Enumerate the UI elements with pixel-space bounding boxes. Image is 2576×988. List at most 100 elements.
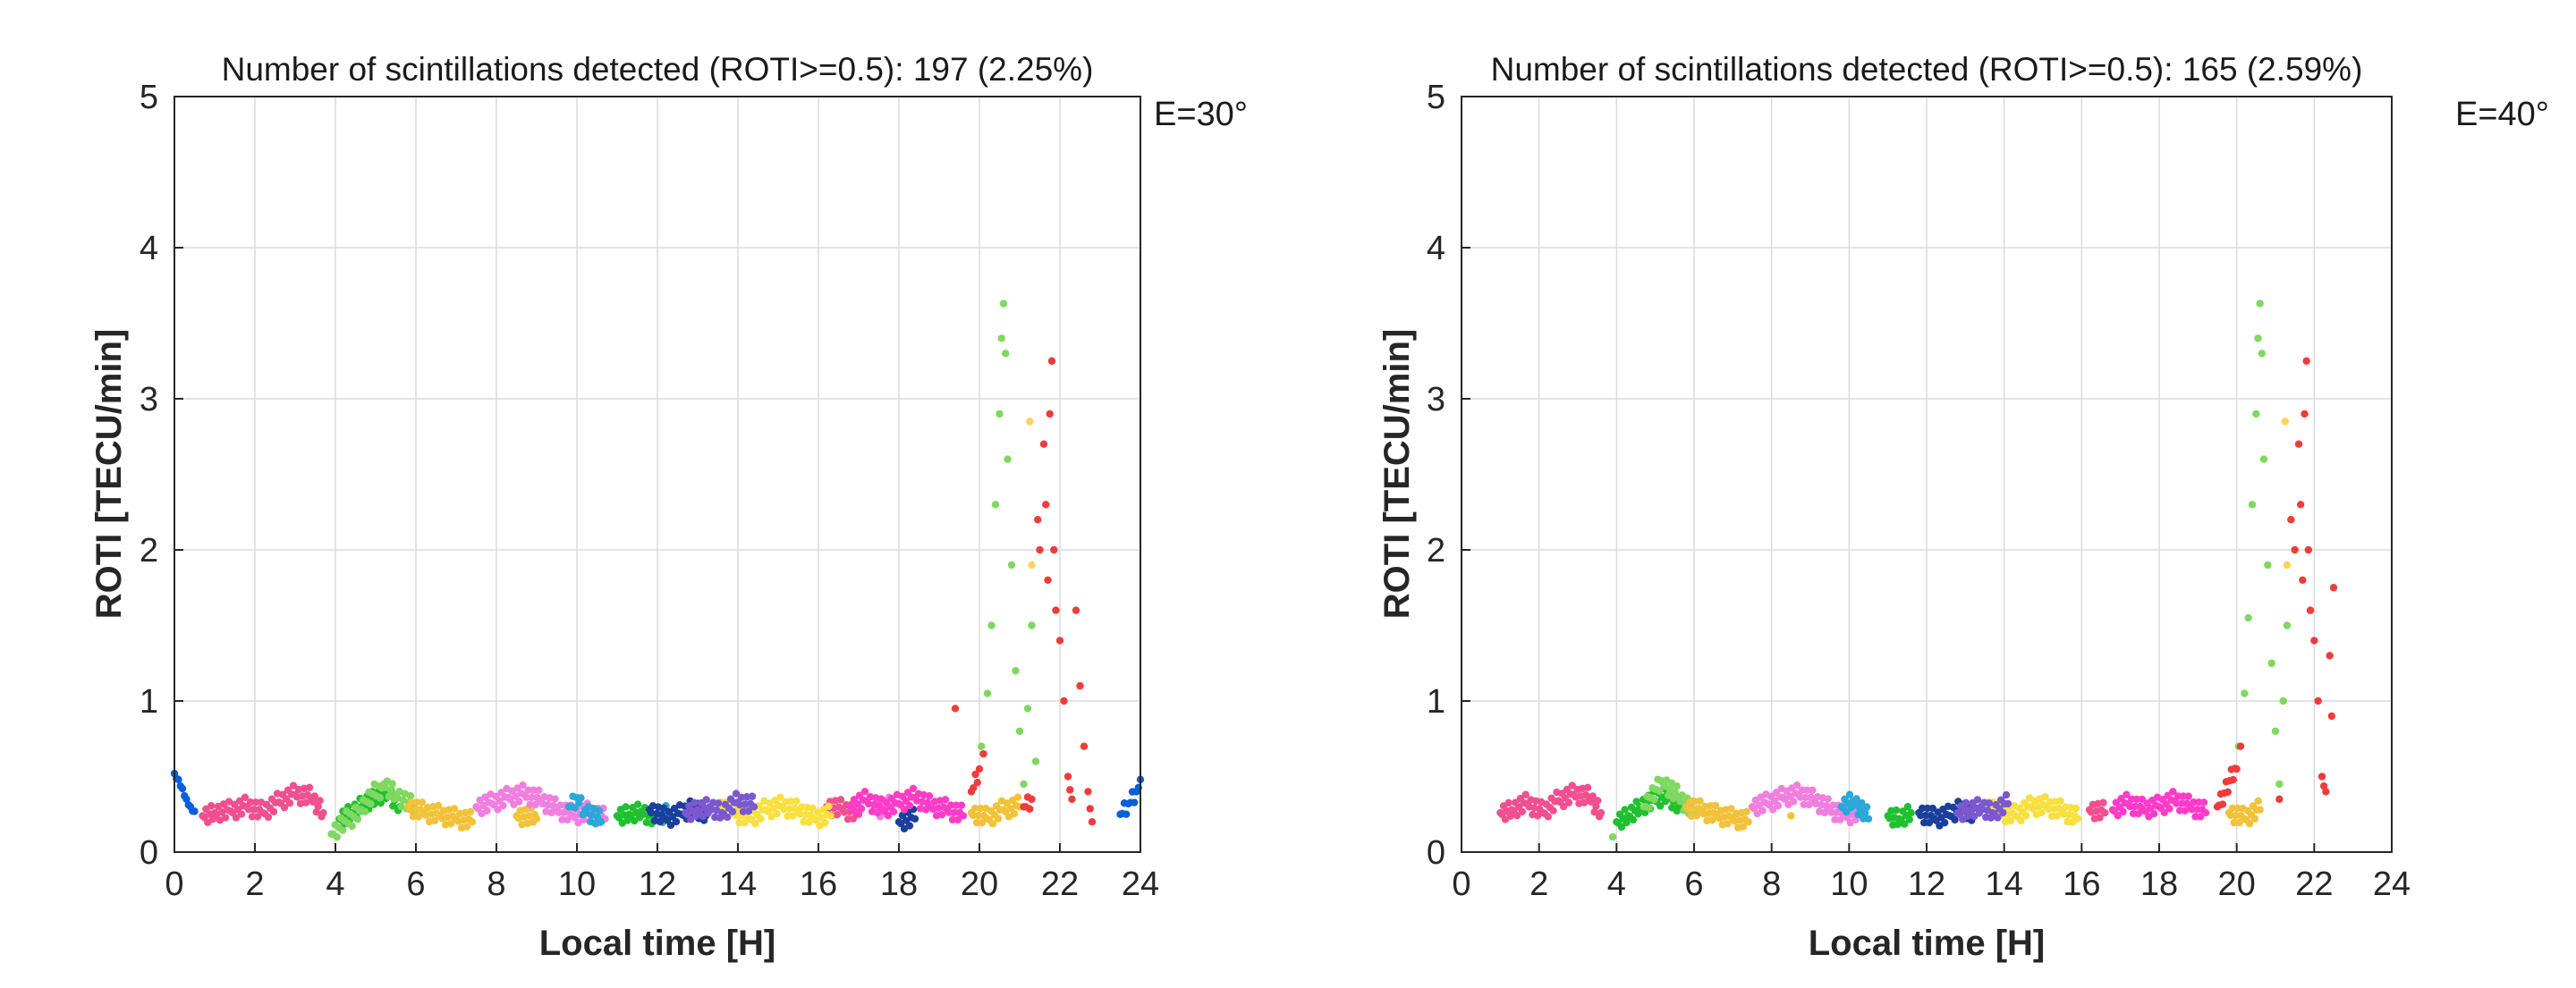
data-point [737, 793, 746, 801]
data-point [1634, 810, 1642, 818]
data-point [825, 802, 833, 811]
y-tick-label: 4 [140, 230, 158, 267]
data-point [522, 793, 530, 801]
chart-title: Number of scintillations detected (ROTI>… [1491, 51, 2363, 88]
x-tick-label: 24 [2373, 866, 2411, 903]
data-point [1673, 782, 1681, 790]
data-point [1597, 808, 1606, 817]
data-point [1862, 803, 1871, 811]
data-point [251, 798, 260, 806]
data-point [978, 818, 987, 827]
data-point [406, 791, 415, 800]
data-point [1809, 786, 1817, 795]
data-point [1060, 697, 1068, 705]
data-point [524, 786, 532, 794]
data-point [2294, 440, 2303, 448]
y-tick-label: 2 [140, 532, 158, 570]
data-point [2169, 788, 2177, 796]
data-point [787, 798, 795, 806]
y-tick-label: 5 [140, 79, 158, 116]
data-points [1496, 300, 2338, 841]
data-point [2127, 795, 2136, 804]
data-point [174, 775, 182, 784]
data-point [2191, 813, 2199, 821]
data-point [945, 808, 953, 816]
data-point [1513, 812, 1521, 820]
x-tick-label: 24 [1122, 866, 1159, 903]
data-point [450, 805, 459, 813]
data-point [1047, 357, 1056, 365]
data-point [2174, 792, 2182, 800]
y-tick-label: 2 [1427, 532, 1445, 570]
data-point [1919, 818, 1928, 827]
x-tick-label: 8 [487, 866, 505, 903]
data-point [2283, 561, 2292, 570]
data-point [301, 798, 310, 806]
data-point [2256, 300, 2264, 308]
data-point [1594, 797, 1602, 805]
data-point [1608, 832, 1617, 841]
data-point [560, 808, 568, 816]
x-tick-label: 4 [326, 866, 344, 903]
data-point [741, 818, 749, 827]
data-point [972, 818, 981, 827]
data-point [319, 808, 327, 817]
data-point [836, 796, 845, 804]
data-point [2165, 805, 2174, 813]
data-point [2256, 806, 2264, 814]
data-point [1860, 808, 1869, 817]
data-point [1084, 788, 1092, 796]
data-point [515, 798, 523, 806]
data-point [412, 798, 421, 806]
data-point [1925, 818, 1934, 827]
y-tick-label: 1 [140, 683, 158, 721]
data-point [314, 802, 322, 811]
data-point [1034, 516, 1042, 524]
data-point [405, 806, 414, 814]
data-point [1123, 810, 1131, 818]
data-point [2241, 689, 2249, 697]
data-point [785, 805, 793, 813]
data-point [732, 790, 741, 798]
data-point [1758, 806, 1767, 815]
data-point [773, 809, 781, 818]
data-point [941, 796, 950, 804]
data-point [2173, 799, 2181, 807]
data-point [1941, 818, 1949, 827]
data-point [1013, 793, 1022, 801]
x-tick-label: 10 [1830, 866, 1868, 903]
data-point [1787, 812, 1795, 820]
data-point [2041, 793, 2049, 801]
data-point [316, 797, 324, 805]
data-point [1727, 805, 1735, 813]
data-point [1072, 606, 1080, 614]
data-point [2224, 788, 2233, 797]
data-point [2193, 806, 2201, 814]
data-point [784, 812, 792, 820]
data-point [1711, 801, 1720, 810]
data-point [2301, 410, 2309, 418]
data-point [264, 813, 273, 822]
data-point [633, 800, 642, 808]
data-point [2287, 516, 2295, 524]
data-point [1827, 808, 1835, 816]
data-point [414, 813, 423, 821]
x-tick-label: 6 [1684, 866, 1703, 903]
data-point [739, 807, 748, 815]
data-point [2195, 798, 2203, 806]
data-point [2267, 659, 2275, 667]
y-tick-label: 0 [1427, 834, 1445, 872]
data-point [714, 799, 723, 807]
x-tick-label: 2 [1530, 866, 1548, 903]
data-point [532, 815, 541, 823]
x-tick-label: 12 [639, 866, 676, 903]
data-point [2006, 816, 2015, 825]
data-point [994, 815, 1003, 823]
data-point [2119, 807, 2127, 815]
data-point [2188, 806, 2196, 814]
data-point [1856, 805, 1864, 813]
data-point [1800, 800, 1808, 809]
data-point [1918, 804, 1927, 813]
data-point [1020, 780, 1028, 789]
data-point [2190, 798, 2198, 806]
